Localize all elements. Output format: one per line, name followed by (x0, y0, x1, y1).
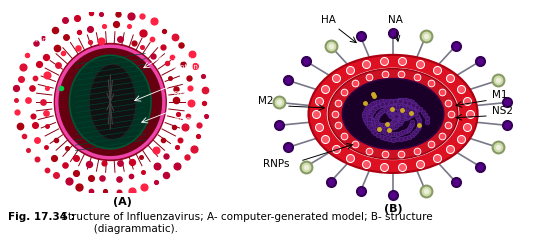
Circle shape (343, 78, 444, 149)
Circle shape (308, 55, 478, 173)
Text: HA: HA (321, 15, 335, 25)
Text: matrix
protein: matrix protein (173, 57, 198, 70)
Text: NA: NA (389, 15, 403, 25)
Text: RNPs: RNPs (263, 159, 290, 169)
Ellipse shape (89, 64, 136, 140)
Text: envelope: envelope (173, 116, 205, 122)
Ellipse shape (69, 55, 151, 149)
Text: Structure of Influenzavirus; A- computer-generated model; B- structure
         : Structure of Influenzavirus; A- computer… (58, 212, 433, 234)
Text: Neuraminid:: Neuraminid: (7, 37, 50, 43)
Ellipse shape (54, 43, 166, 161)
Text: NS2: NS2 (492, 106, 513, 116)
Circle shape (328, 69, 458, 159)
Text: (A): (A) (113, 197, 131, 207)
Text: Fig. 17.34 :: Fig. 17.34 : (8, 212, 75, 222)
Circle shape (327, 68, 459, 160)
Text: RNP: RNP (173, 91, 188, 97)
Text: (B): (B) (384, 204, 402, 214)
Text: Haemagglutir: Haemagglutir (7, 21, 54, 27)
Text: M1: M1 (492, 90, 507, 100)
Text: M2: M2 (258, 96, 273, 106)
